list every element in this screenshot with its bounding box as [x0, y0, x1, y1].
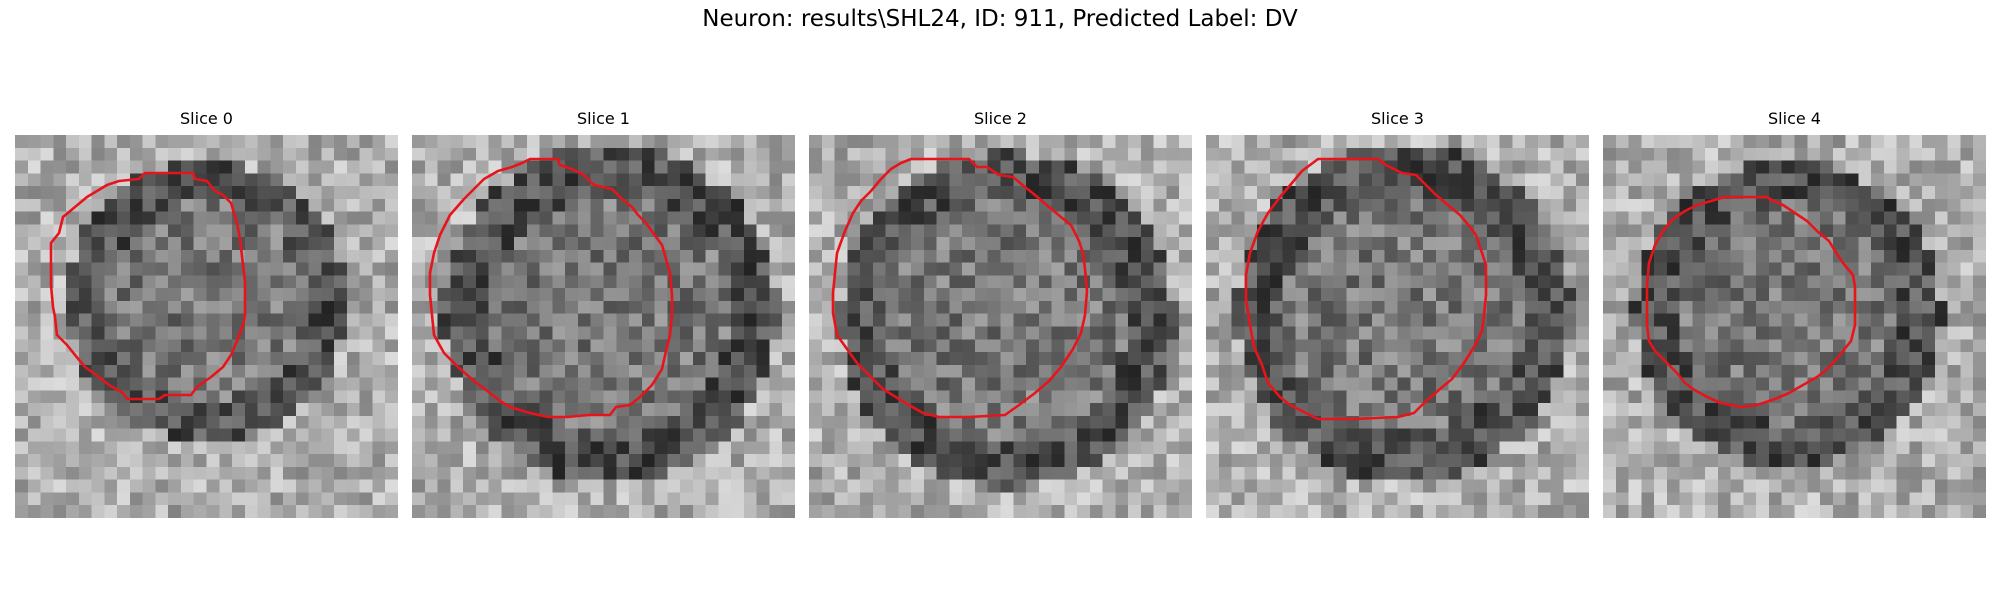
slice-title: Slice 2	[974, 109, 1027, 128]
slice-panel: Slice 3	[1206, 108, 1589, 518]
slice-title: Slice 4	[1768, 109, 1821, 128]
roi-contour	[428, 157, 674, 419]
grayscale-micrograph	[809, 135, 1192, 518]
slice-title: Slice 0	[180, 109, 233, 128]
slice-panel: Slice 2	[809, 108, 1192, 518]
slice-image	[15, 135, 398, 518]
grayscale-micrograph	[1603, 135, 1986, 518]
roi-contour	[831, 157, 1089, 419]
slice-image	[809, 135, 1192, 518]
roi-contour	[49, 171, 247, 401]
grayscale-micrograph	[15, 135, 398, 518]
slice-image	[412, 135, 795, 518]
roi-contour	[1244, 157, 1488, 421]
slice-title: Slice 3	[1371, 109, 1424, 128]
slice-panel: Slice 1	[412, 108, 795, 518]
figure-title: Neuron: results\SHL24, ID: 911, Predicte…	[702, 6, 1298, 32]
slice-image	[1206, 135, 1589, 518]
slice-panel: Slice 0	[15, 108, 398, 518]
grayscale-micrograph	[412, 135, 795, 518]
grayscale-micrograph	[1206, 135, 1589, 518]
slice-panel: Slice 4	[1603, 108, 1986, 518]
slice-title: Slice 1	[577, 109, 630, 128]
roi-contour	[1645, 195, 1857, 409]
slice-image	[1603, 135, 1986, 518]
